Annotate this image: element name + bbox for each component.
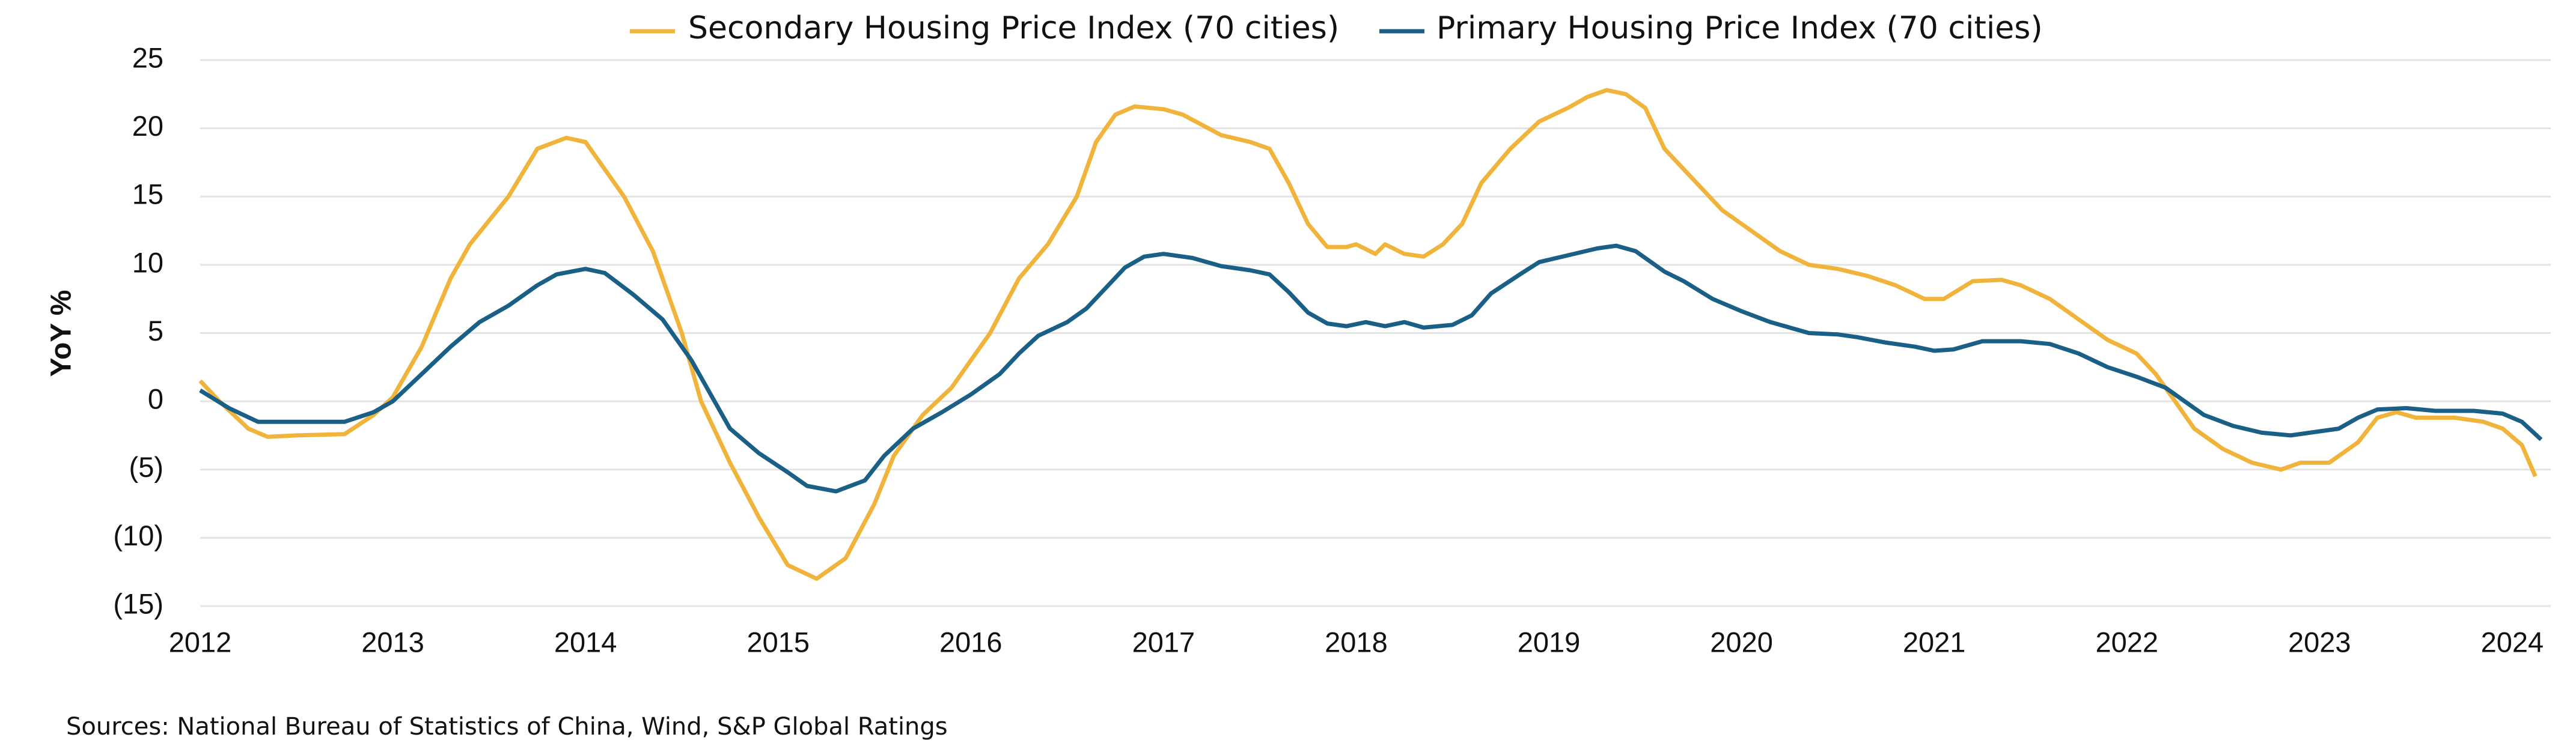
source-note: Sources: National Bureau of Statistics o… [66, 713, 948, 741]
y-tick-label: 10 [132, 246, 163, 278]
legend-label: Secondary Housing Price Index (70 cities… [688, 10, 1339, 46]
x-tick-label: 2013 [361, 626, 424, 658]
x-tick-label: 2012 [169, 626, 232, 658]
y-tick-label: 20 [132, 110, 163, 142]
y-tick-label: 15 [132, 178, 163, 210]
legend-label: Primary Housing Price Index (70 cities) [1436, 10, 2043, 46]
series-line [199, 243, 2543, 494]
x-tick-label: 2024 [2481, 626, 2544, 658]
x-tick-label: 2019 [1518, 626, 1581, 658]
x-tick-label: 2020 [1710, 626, 1773, 658]
y-tick-label: (5) [129, 451, 163, 483]
y-axis-label: YoY % [46, 290, 78, 377]
x-tick-label: 2018 [1325, 626, 1388, 658]
x-tick-label: 2016 [939, 626, 1003, 658]
y-tick-label: 0 [148, 383, 163, 415]
x-tick-label: 2022 [2095, 626, 2158, 658]
y-tick-label: 5 [148, 315, 163, 347]
y-tick-label: (15) [113, 587, 163, 619]
y-tick-label: (10) [113, 520, 163, 551]
x-tick-label: 2017 [1132, 626, 1195, 658]
x-tick-label: 2015 [746, 626, 810, 658]
x-tick-label: 2023 [2288, 626, 2351, 658]
x-tick-label: 2021 [1903, 626, 1966, 658]
x-tick-label: 2014 [554, 626, 617, 658]
series-line [198, 88, 2538, 581]
y-tick-label: 25 [132, 41, 163, 73]
